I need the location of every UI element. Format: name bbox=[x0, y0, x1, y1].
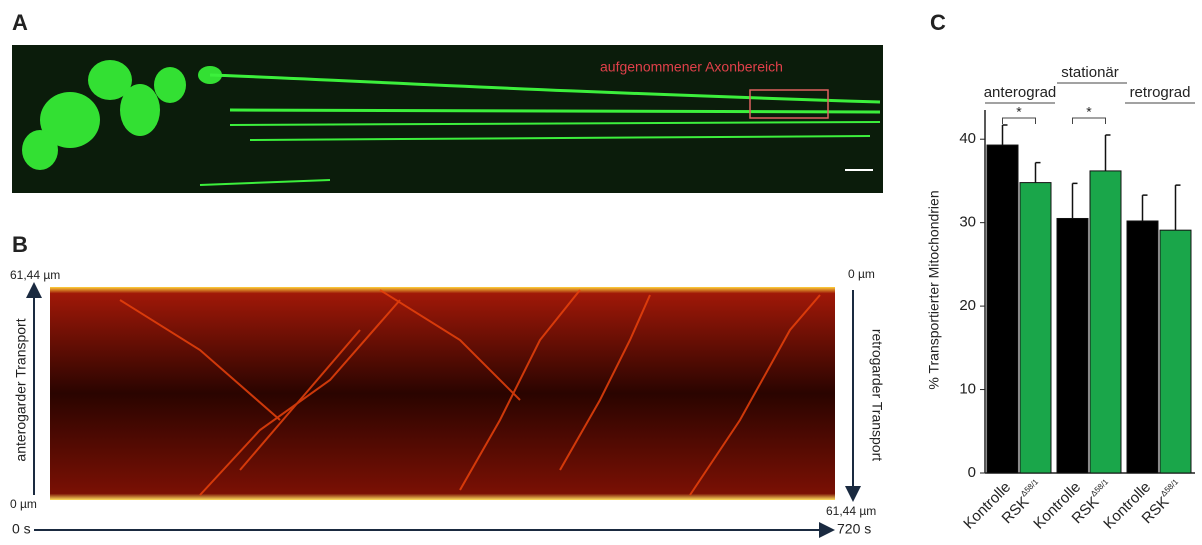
group-label: stationär bbox=[1061, 64, 1119, 81]
x-tick-label: Kontrolle bbox=[1030, 479, 1084, 533]
y-tick-label: 40 bbox=[959, 130, 976, 147]
y-tick-label: 0 bbox=[968, 464, 976, 481]
series-superscript: Δ58/1 bbox=[1159, 477, 1181, 499]
panel-label: C bbox=[930, 10, 946, 35]
group-label: anterograd bbox=[984, 84, 1057, 101]
y-tick-label: 30 bbox=[959, 214, 976, 231]
significance: * bbox=[1086, 104, 1092, 120]
bar bbox=[1127, 221, 1158, 473]
figure: A aufgenommener Axonbereich B 61,44 µm 0… bbox=[0, 0, 1202, 540]
annotation: aufgenommener Axonbereich bbox=[600, 59, 783, 75]
axis-label: 0 µm bbox=[10, 497, 37, 511]
series-name: Kontrolle bbox=[1100, 479, 1154, 533]
bar bbox=[1020, 183, 1051, 473]
bar bbox=[1057, 218, 1088, 473]
series-superscript: Δ58/1 bbox=[1089, 477, 1111, 499]
axis-label: 720 s bbox=[837, 521, 871, 537]
error-bar bbox=[1036, 163, 1041, 183]
error-bar bbox=[1003, 125, 1008, 145]
y-tick-label: 10 bbox=[959, 381, 976, 398]
error-bar bbox=[1073, 183, 1078, 218]
axis-label: 61,44 µm bbox=[826, 504, 876, 518]
x-tick-label: Kontrolle bbox=[960, 479, 1014, 533]
y-tick-label: 20 bbox=[959, 297, 976, 314]
error-bar bbox=[1106, 135, 1111, 171]
bar bbox=[987, 145, 1018, 473]
bar bbox=[1160, 230, 1191, 473]
x-tick-label: Kontrolle bbox=[1100, 479, 1154, 533]
axis-label: 0 µm bbox=[848, 267, 875, 281]
significance: * bbox=[1016, 104, 1022, 120]
axis-title: retrogarder Transport bbox=[869, 329, 885, 461]
y-axis-title: % Transportierter Mitochondrien bbox=[926, 190, 942, 389]
series-superscript: Δ58/1 bbox=[1019, 477, 1041, 499]
series-name: Kontrolle bbox=[960, 479, 1014, 533]
panel-label: B bbox=[12, 232, 28, 257]
bar bbox=[1090, 171, 1121, 473]
error-bar bbox=[1143, 195, 1148, 221]
panel-label: A bbox=[12, 10, 28, 35]
error-bar bbox=[1176, 185, 1181, 230]
kymograph bbox=[50, 287, 835, 500]
group-label: retrograd bbox=[1130, 84, 1191, 101]
axis-title: anterogarder Transport bbox=[13, 318, 29, 461]
series-name: Kontrolle bbox=[1030, 479, 1084, 533]
axis-label: 0 s bbox=[12, 521, 31, 537]
axis-label: 61,44 µm bbox=[10, 268, 60, 282]
